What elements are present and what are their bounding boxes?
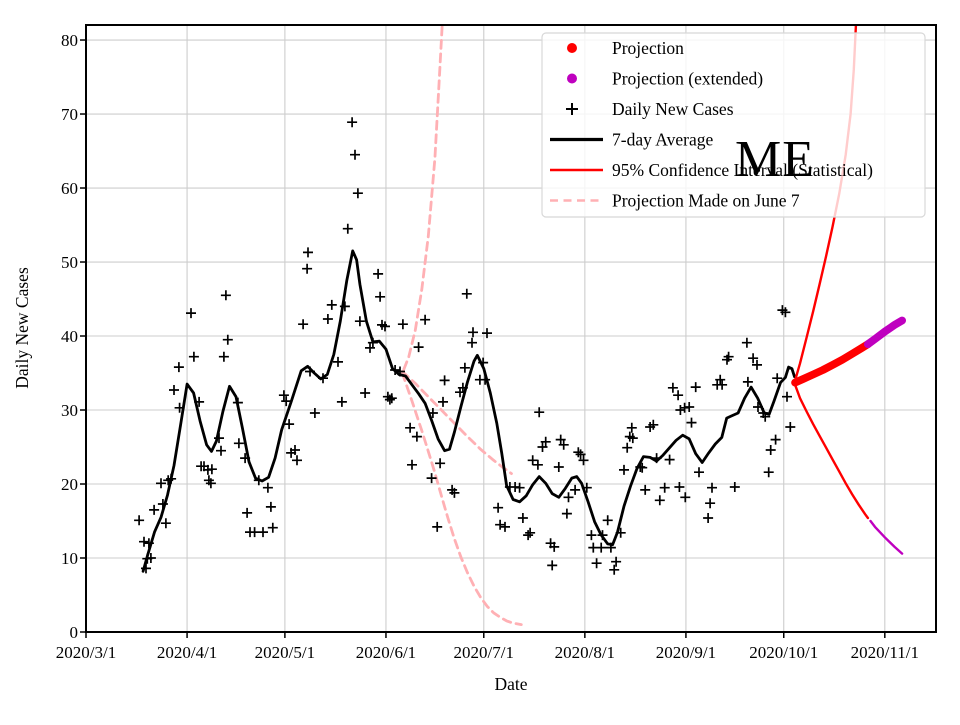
june-7-projection-lower-ci-line — [400, 371, 523, 626]
x-tick-label: 2020/11/1 — [851, 643, 919, 662]
x-tick-label: 2020/7/1 — [454, 643, 514, 662]
legend-item: Projection Made on June 7 — [550, 191, 800, 211]
projection-line — [791, 340, 872, 387]
legend-item: Daily New Cases — [566, 99, 734, 119]
x-tick-label: 2020/8/1 — [555, 643, 615, 662]
7-day-average-line — [141, 249, 796, 573]
y-tick-label: 40 — [61, 327, 78, 346]
x-tick-label: 2020/10/1 — [749, 643, 818, 662]
y-axis-label: Daily New Cases — [12, 267, 32, 389]
legend-item-label: Projection (extended) — [612, 69, 763, 89]
axes-frame — [80, 24, 937, 638]
legend-item-label: Daily New Cases — [612, 99, 734, 119]
legend: ME Projection Projection (extended) Daily … — [541, 32, 926, 218]
y-tick-label: 20 — [61, 475, 78, 494]
legend-item: 95% Confidence Interval (Statistical) — [550, 160, 873, 180]
june-7-projection-central-line — [400, 370, 513, 476]
y-tick-label: 50 — [61, 253, 78, 272]
legend-plus-marker — [566, 103, 578, 115]
legend-item-label: 95% Confidence Interval (Statistical) — [612, 160, 873, 180]
legend-item: Projection — [567, 38, 684, 58]
legend-item-label: Projection Made on June 7 — [612, 191, 800, 211]
x-tick-label: 2020/3/1 — [56, 643, 116, 662]
y-tick-label: 30 — [61, 401, 78, 420]
y-tick-label: 0 — [70, 623, 79, 642]
legend-rows: Projection Projection (extended) Daily New… — [550, 38, 873, 211]
y-tick-label: 10 — [61, 549, 78, 568]
95-ci-lower-extended--line — [869, 519, 904, 555]
x-tick-label: 2020/5/1 — [255, 643, 315, 662]
legend-dot-marker — [567, 73, 577, 84]
plot-border — [85, 24, 937, 633]
tick-labels: 2020/3/1 2020/4/1 2020/5/1 2020/6/1 2020/7/1… — [56, 31, 919, 662]
legend-item-label: 7-day Average — [612, 130, 713, 150]
y-tick-label: 70 — [61, 105, 78, 124]
projection-extended--line — [864, 316, 906, 349]
95-ci-lower-line — [793, 383, 870, 520]
legend-item: Projection (extended) — [567, 69, 763, 89]
daily-cases-scatter — [134, 117, 796, 575]
legend-dot-marker — [567, 43, 577, 53]
x-tick-label: 2020/9/1 — [656, 643, 716, 662]
legend-box — [541, 32, 926, 218]
x-axis-label: Date — [494, 674, 527, 694]
june-7-projection-upper-ci-line — [402, 25, 444, 371]
y-tick-label: 60 — [61, 179, 78, 198]
x-tick-label: 2020/4/1 — [157, 643, 217, 662]
y-tick-label: 80 — [61, 31, 78, 50]
legend-item: 7-day Average — [550, 130, 713, 150]
watermark: ME — [735, 131, 815, 188]
x-tick-label: 2020/6/1 — [356, 643, 416, 662]
legend-item-label: Projection — [612, 38, 684, 58]
